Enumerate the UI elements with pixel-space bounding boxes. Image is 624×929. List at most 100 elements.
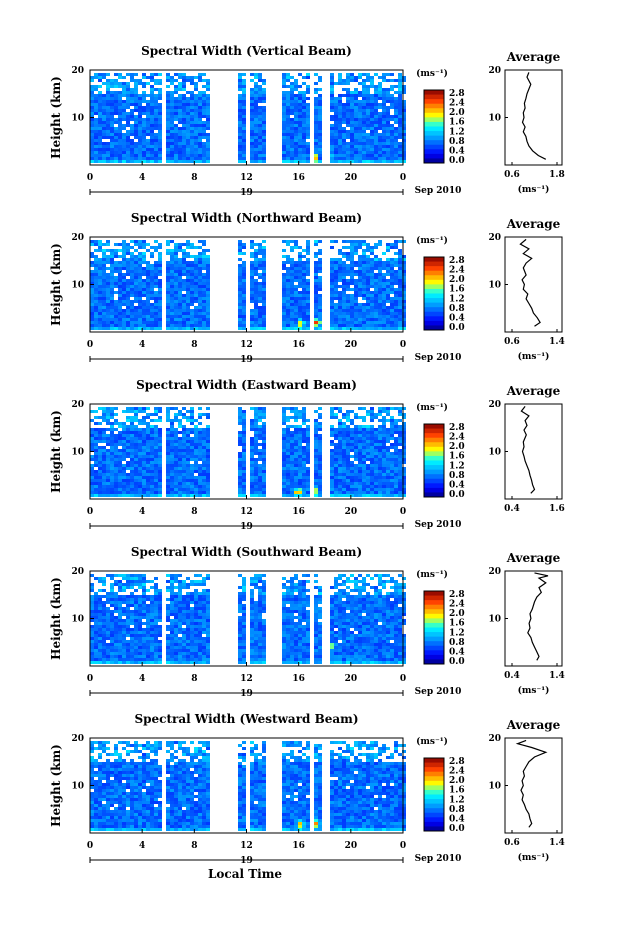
heatmap-cell [374, 303, 378, 306]
heatmap-cell [94, 240, 98, 243]
heatmap-cell [354, 303, 358, 306]
heatmap-cell [150, 467, 154, 470]
heatmap-cell [150, 264, 154, 267]
heatmap-cell [150, 431, 154, 434]
heatmap-cell [206, 264, 210, 267]
heatmap-cell [102, 467, 106, 470]
heatmap-cell [398, 91, 402, 94]
heatmap-cell [282, 130, 286, 133]
heatmap-cell [390, 288, 394, 291]
heatmap-cell [178, 85, 182, 88]
heatmap-cell [186, 440, 190, 443]
heatmap-cell [314, 491, 318, 494]
heatmap-cell [174, 97, 178, 100]
heatmap-cell [346, 136, 350, 139]
heatmap-cell [290, 151, 294, 154]
x-tick-label: 8 [191, 173, 197, 183]
heatmap-cell [150, 85, 154, 88]
heatmap-cell [342, 440, 346, 443]
heatmap-cell [154, 151, 158, 154]
colorbar-swatch [424, 316, 444, 322]
heatmap-cell [102, 410, 106, 413]
heatmap-cell [146, 100, 150, 103]
heatmap-cell [186, 97, 190, 100]
heatmap-cell [114, 434, 118, 437]
heatmap-cell [286, 255, 290, 258]
heatmap-cell [122, 258, 126, 261]
heatmap-cell [346, 79, 350, 82]
heatmap-cell [250, 285, 254, 288]
heatmap-cell [130, 79, 134, 82]
heatmap-cell [350, 410, 354, 413]
heatmap-cell [130, 488, 134, 491]
heatmap-cell [166, 270, 170, 273]
heatmap-cell [250, 252, 254, 255]
heatmap-cell [254, 124, 258, 127]
heatmap-cell [122, 318, 126, 321]
heatmap-cell [350, 103, 354, 106]
heatmap-cell [298, 130, 302, 133]
heatmap-cell [186, 246, 190, 249]
heatmap-cell [110, 291, 114, 294]
heatmap-cell [402, 103, 406, 106]
heatmap-cell [370, 127, 374, 130]
heatmap-cell [158, 243, 162, 246]
heatmap-cell [94, 461, 98, 464]
heatmap-cell [262, 315, 266, 318]
heatmap-cell [126, 94, 130, 97]
heatmap-cell [354, 482, 358, 485]
heatmap-cell [206, 452, 210, 455]
heatmap-cell [314, 130, 318, 133]
heatmap-cell [170, 461, 174, 464]
heatmap-cell [118, 473, 122, 476]
heatmap-cell [238, 79, 242, 82]
heatmap-cell [294, 434, 298, 437]
heatmap-cell [306, 127, 310, 130]
heatmap-cell [374, 494, 378, 497]
heatmap-cell [102, 440, 106, 443]
heatmap-cell [174, 452, 178, 455]
heatmap-cell [182, 416, 186, 419]
heatmap-cell [138, 476, 142, 479]
heatmap-cell [258, 246, 262, 249]
heatmap-cell [118, 452, 122, 455]
heatmap-cell [166, 315, 170, 318]
heatmap-cell [126, 279, 130, 282]
heatmap-cell [170, 443, 174, 446]
heatmap-cell [342, 142, 346, 145]
heatmap-cell [334, 434, 338, 437]
heatmap-cell [118, 482, 122, 485]
heatmap-cell [258, 300, 262, 303]
heatmap-cell [94, 276, 98, 279]
heatmap-cell [258, 318, 262, 321]
heatmap-cell [178, 112, 182, 115]
heatmap-cell [170, 145, 174, 148]
heatmap-cell [238, 315, 242, 318]
heatmap-cell [290, 470, 294, 473]
heatmap-cell [174, 312, 178, 315]
heatmap-cell [202, 264, 206, 267]
heatmap-cell [262, 312, 266, 315]
heatmap-cell [190, 446, 194, 449]
heatmap-cell [370, 491, 374, 494]
heatmap-cell [398, 148, 402, 151]
heatmap-cell [306, 455, 310, 458]
panel-title: Spectral Width (Vertical Beam) [141, 44, 352, 58]
heatmap-cell [306, 494, 310, 497]
heatmap-cell [346, 267, 350, 270]
heatmap-cell [106, 255, 110, 258]
heatmap-cell [182, 97, 186, 100]
heatmap-cell [134, 133, 138, 136]
heatmap-cell [258, 94, 262, 97]
heatmap-cell [166, 103, 170, 106]
heatmap-cell [110, 476, 114, 479]
heatmap-cell [346, 100, 350, 103]
heatmap-cell [134, 458, 138, 461]
heatmap-cell [390, 133, 394, 136]
heatmap-cell [238, 443, 242, 446]
heatmap-cell [302, 291, 306, 294]
heatmap-cell [174, 115, 178, 118]
heatmap-cell [238, 252, 242, 255]
heatmap-cell [202, 124, 206, 127]
heatmap-cell [362, 258, 366, 261]
